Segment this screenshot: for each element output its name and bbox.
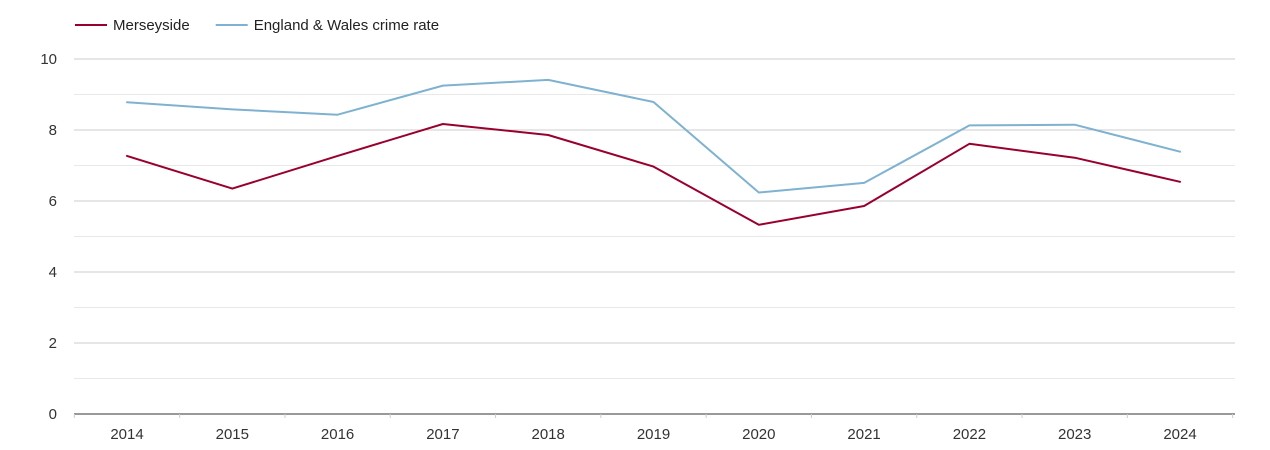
x-tick-label: 2018 [532,426,565,443]
y-tick-label: 0 [49,406,57,423]
series-line-merseyside [126,123,1181,226]
x-tick-label: 2015 [216,426,249,443]
gridlines [74,58,1235,379]
legend: Merseyside England & Wales crime rate [75,17,439,34]
legend-label: Merseyside [113,17,190,34]
x-tick-label: 2014 [110,426,143,443]
x-tick-label: 2016 [321,426,354,443]
y-axis-ticks: 0 2 4 6 8 10 [40,51,57,423]
x-tick-label: 2020 [742,426,775,443]
series-line-england-wales-crime-rate [126,78,1181,194]
x-tick-label: 2024 [1163,426,1196,443]
y-tick-label: 2 [49,335,57,352]
y-tick-label: 8 [49,122,57,139]
x-tick-label: 2019 [637,426,670,443]
x-tick-label: 2022 [953,426,986,443]
y-tick-label: 6 [49,193,57,210]
x-axis: 2014 2015 2016 2017 2018 2019 2020 2021 2022 2023… [73,413,1235,443]
series-lines [126,78,1181,226]
x-tick-label: 2021 [847,426,880,443]
legend-label: England & Wales crime rate [254,17,439,34]
y-tick-label: 10 [40,51,57,68]
y-tick-label: 4 [49,264,57,281]
x-tick-label: 2017 [426,426,459,443]
x-tick-label: 2023 [1058,426,1091,443]
